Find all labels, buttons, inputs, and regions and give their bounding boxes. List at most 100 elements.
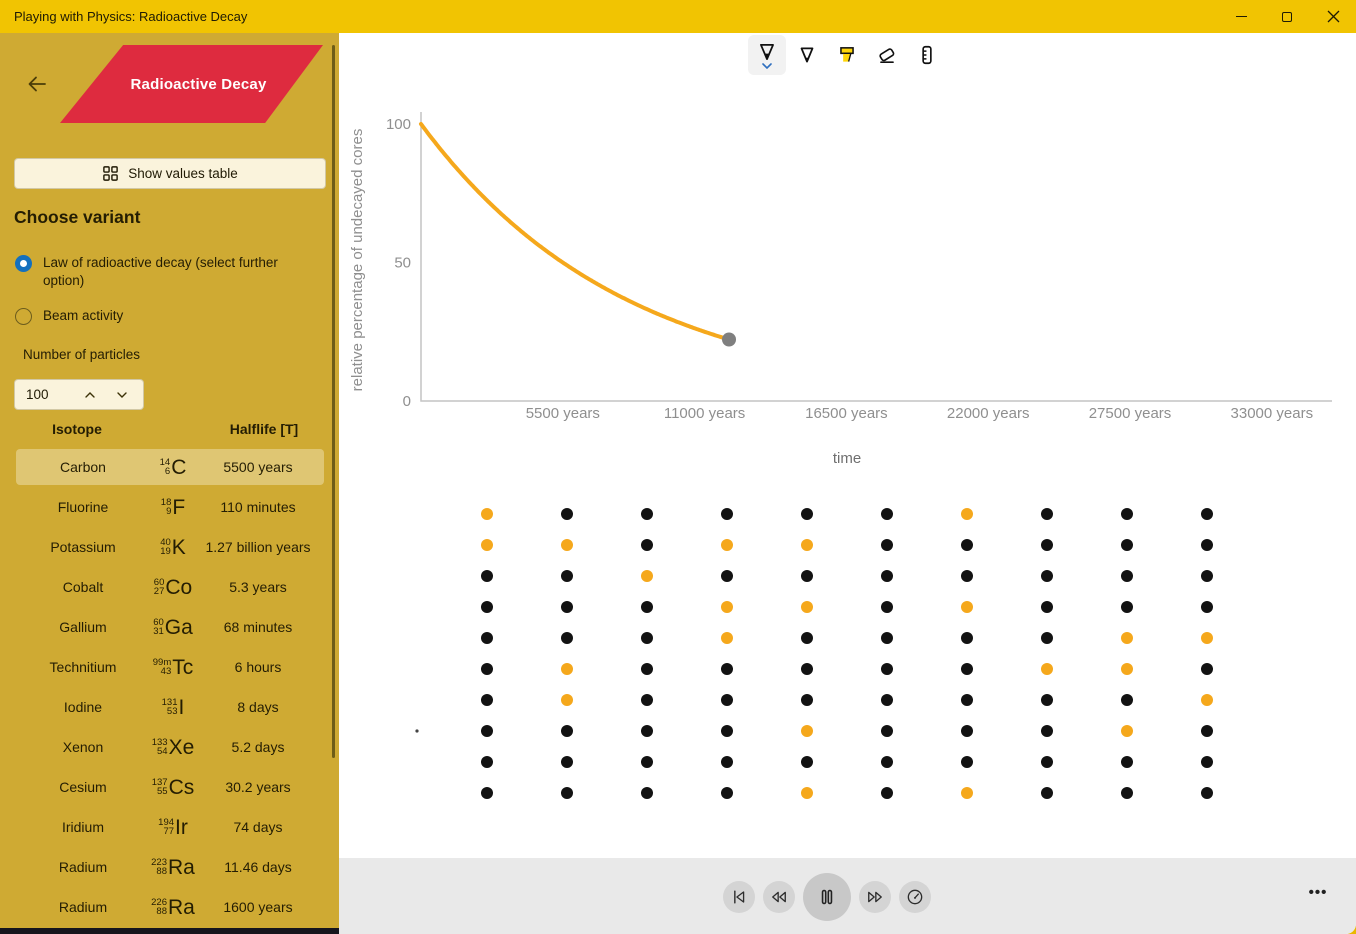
isotope-name: Radium xyxy=(58,859,108,875)
particle-decayed xyxy=(1041,756,1053,768)
isotope-name: Fluorine xyxy=(57,499,109,515)
mass-number: 223 xyxy=(151,856,167,868)
rewind-button[interactable] xyxy=(763,881,795,913)
atomic-number: 55 xyxy=(157,786,168,797)
close-button[interactable] xyxy=(1310,0,1356,33)
isotope-row[interactable]: Potassium 40 19 K 1.27 billion years xyxy=(0,527,339,567)
particle-undecayed xyxy=(801,787,813,799)
radio-unselected-icon[interactable] xyxy=(15,308,32,325)
isotope-row[interactable]: Carbon 14 6 C 5500 years xyxy=(0,447,339,487)
isotope-row[interactable]: Cobalt 60 27 Co 5.3 years xyxy=(0,567,339,607)
particle-decayed xyxy=(481,570,493,582)
particle-decayed xyxy=(961,570,973,582)
ruler-tool-button[interactable] xyxy=(908,35,946,75)
particle-decayed xyxy=(1121,539,1133,551)
isotope-name: Carbon xyxy=(60,459,106,475)
radio-selected-icon[interactable] xyxy=(15,255,32,272)
sidebar-scrollbar[interactable] xyxy=(332,45,335,758)
isotope-row[interactable]: Cesium 137 55 Cs 30.2 years xyxy=(0,767,339,807)
maximize-icon xyxy=(1282,11,1292,22)
eraser-tool-button[interactable] xyxy=(868,35,906,75)
variant-law-of-decay[interactable]: Law of radioactive decay (select further… xyxy=(15,254,321,290)
isotope-row[interactable]: Xenon 133 54 Xe 5.2 days xyxy=(0,727,339,767)
chevron-down-icon xyxy=(762,63,772,69)
svg-text:11000 years: 11000 years xyxy=(664,405,745,422)
mass-number: 133 xyxy=(151,736,168,748)
particle-undecayed xyxy=(561,663,573,675)
highlighter-icon xyxy=(840,47,854,62)
chevron-down-icon xyxy=(117,391,127,398)
element-symbol: I xyxy=(178,695,185,719)
particles-input[interactable] xyxy=(26,387,74,402)
variant-beam-activity[interactable]: Beam activity xyxy=(15,307,321,325)
isotope-row[interactable]: Radium 223 88 Ra 11.46 days xyxy=(0,847,339,887)
svg-text:50: 50 xyxy=(394,255,411,272)
stepper-up-button[interactable] xyxy=(74,380,106,409)
isotope-row[interactable]: Gallium 60 31 Ga 68 minutes xyxy=(0,607,339,647)
nuclide-symbol: 40 19 K xyxy=(145,527,201,567)
isotope-name: Radium xyxy=(58,899,108,915)
particle-decayed xyxy=(481,663,493,675)
stepper-down-button[interactable] xyxy=(106,380,138,409)
particle-decayed xyxy=(1201,725,1213,737)
rewind-icon xyxy=(772,891,786,903)
particle-decayed xyxy=(1121,601,1133,613)
particle-undecayed xyxy=(721,601,733,613)
back-button[interactable] xyxy=(25,72,49,96)
show-values-table-button[interactable]: Show values table xyxy=(14,158,326,189)
pause-button[interactable] xyxy=(803,873,851,921)
particle-decayed xyxy=(881,756,893,768)
isotope-row[interactable]: Radium 226 88 Ra 1600 years xyxy=(0,887,339,927)
pause-icon xyxy=(821,889,833,905)
particle-decayed xyxy=(561,632,573,644)
pen-tool-button[interactable] xyxy=(748,35,786,75)
minimize-icon xyxy=(1235,16,1247,17)
isotope-column-header: Isotope xyxy=(52,421,102,437)
particle-undecayed xyxy=(1121,725,1133,737)
isotope-halflife: 110 minutes xyxy=(220,499,296,515)
particle-undecayed xyxy=(801,725,813,737)
fast-forward-icon xyxy=(868,891,882,903)
pencil-tool-button[interactable] xyxy=(788,35,826,75)
nuclide-symbol: 60 27 Co xyxy=(145,567,201,607)
highlighter-tool-button[interactable] xyxy=(828,35,866,75)
ruler-icon xyxy=(922,45,932,65)
isotope-row[interactable]: Iridium 194 77 Ir 74 days xyxy=(0,807,339,847)
particle-undecayed xyxy=(961,787,973,799)
particle-decayed xyxy=(721,570,733,582)
skip-to-start-button[interactable] xyxy=(723,881,755,913)
pencil-icon xyxy=(800,47,814,63)
particle-decayed xyxy=(1201,508,1213,520)
nuclide-symbol: 18 9 F xyxy=(145,487,201,527)
particle-decayed xyxy=(1041,787,1053,799)
playback-speed-button[interactable] xyxy=(899,881,931,913)
particle-decayed xyxy=(721,756,733,768)
nuclide-symbol: 137 55 Cs xyxy=(145,767,201,807)
isotope-name: Technitium xyxy=(49,659,117,675)
element-symbol: K xyxy=(171,535,186,559)
values-table-icon xyxy=(103,166,119,181)
particle-decayed xyxy=(961,632,973,644)
particle-decayed xyxy=(961,539,973,551)
particle-decayed xyxy=(801,694,813,706)
particle-decayed xyxy=(881,632,893,644)
close-icon xyxy=(1327,10,1339,23)
particle-decayed xyxy=(561,601,573,613)
particle-decayed xyxy=(721,787,733,799)
fast-forward-button[interactable] xyxy=(859,881,891,913)
isotope-row[interactable]: Technitium 99m 43 Tc 6 hours xyxy=(0,647,339,687)
element-symbol: Xe xyxy=(168,735,195,759)
particle-decayed xyxy=(1041,694,1053,706)
atomic-number: 77 xyxy=(163,826,175,837)
particle-decayed xyxy=(481,694,493,706)
more-options-button[interactable]: ••• xyxy=(1308,884,1328,901)
maximize-button[interactable] xyxy=(1264,0,1310,33)
minimize-button[interactable] xyxy=(1218,0,1264,33)
isotope-halflife: 6 hours xyxy=(234,659,282,675)
isotope-row[interactable]: Iodine 131 53 I 8 days xyxy=(0,687,339,727)
isotope-halflife: 1600 years xyxy=(223,899,293,915)
particle-decayed xyxy=(881,601,893,613)
isotope-row[interactable]: Fluorine 18 9 F 110 minutes xyxy=(0,487,339,527)
particle-decayed xyxy=(1201,756,1213,768)
particle-decayed xyxy=(641,539,653,551)
